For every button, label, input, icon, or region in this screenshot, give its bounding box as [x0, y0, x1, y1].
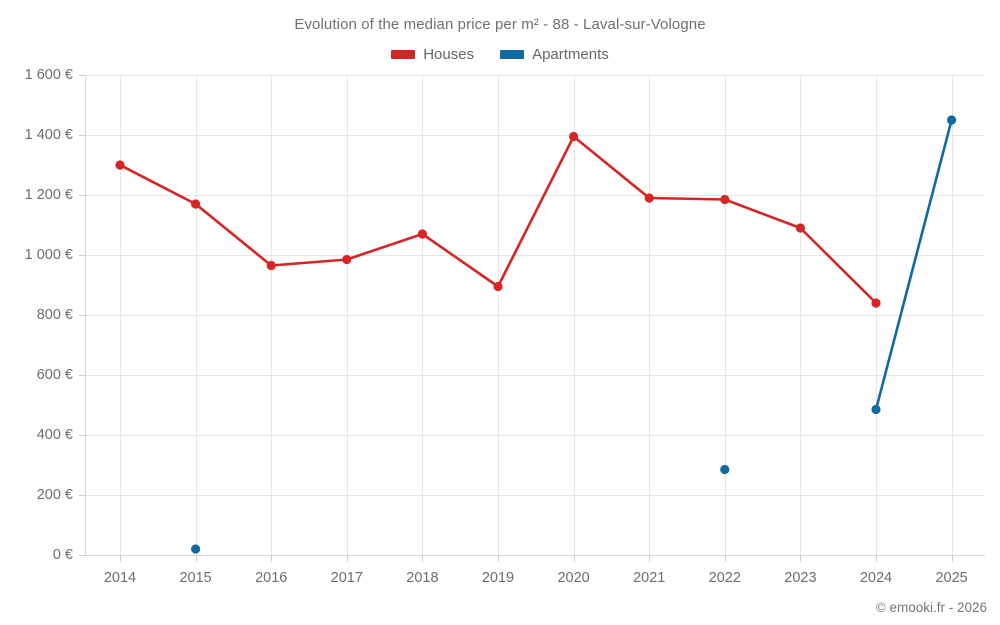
data-point-marker[interactable]	[493, 281, 503, 292]
data-point-marker[interactable]	[417, 229, 427, 239]
legend-item-houses[interactable]: Houses	[391, 46, 474, 63]
x-axis-tick-label: 2019	[482, 570, 514, 586]
data-point-marker[interactable]	[947, 115, 957, 125]
legend-swatch-houses	[391, 50, 416, 59]
series-apartments	[191, 115, 957, 554]
data-point-marker[interactable]	[342, 254, 352, 265]
data-point-marker[interactable]	[795, 223, 806, 233]
y-axis-tick-label: 0 €	[53, 547, 73, 563]
series-line	[874, 118, 953, 411]
data-point-marker[interactable]	[720, 194, 730, 205]
x-axis-tick-label: 2020	[557, 570, 589, 586]
y-axis-tick-labels: 0 € 200 € 400 € 600 € 800 € 1 000 € 1 200 € 1 4…	[25, 67, 73, 563]
y-axis-tick-label: 600 €	[37, 367, 73, 383]
x-axis-tick-labels: 2014 2015 2016 2017 2018 2019 2020 2021 2022 2023…	[104, 570, 968, 586]
series-houses	[115, 131, 881, 308]
x-axis-tick-label: 2021	[633, 570, 665, 586]
y-axis-tick-label: 800 €	[37, 307, 73, 323]
data-point-marker[interactable]	[871, 298, 881, 308]
x-axis-tick-label: 2015	[179, 570, 211, 586]
x-axis-tick-label: 2017	[331, 570, 363, 586]
data-point-marker[interactable]	[871, 404, 881, 415]
data-series	[115, 115, 957, 554]
x-axis-tick-label: 2014	[104, 570, 136, 586]
legend-label-houses: Houses	[423, 46, 475, 63]
chart-title: Evolution of the median price per m² - 8…	[294, 16, 706, 33]
x-axis-tick-label: 2016	[255, 570, 287, 586]
axes	[79, 75, 985, 562]
data-point-marker[interactable]	[191, 544, 201, 554]
legend-item-apartments[interactable]: Apartments	[500, 46, 609, 63]
y-axis-tick-label: 200 €	[37, 487, 73, 503]
data-point-marker[interactable]	[191, 199, 201, 209]
y-axis-tick-label: 400 €	[37, 427, 73, 443]
x-axis-tick-label: 2023	[784, 570, 816, 586]
x-axis-tick-label: 2022	[709, 570, 741, 586]
x-axis-tick-label: 2018	[406, 570, 438, 586]
data-point-marker[interactable]	[720, 464, 730, 475]
data-point-marker[interactable]	[266, 260, 276, 271]
y-axis-tick-label: 1 400 €	[25, 127, 73, 143]
x-axis-tick-label: 2024	[860, 570, 892, 586]
y-axis-tick-label: 1 600 €	[25, 67, 73, 83]
copyright-credit: © emooki.fr - 2026	[875, 600, 987, 615]
data-point-marker[interactable]	[569, 131, 579, 142]
y-axis-tick-label: 1 000 €	[25, 247, 73, 263]
data-point-marker[interactable]	[644, 193, 654, 203]
legend-swatch-apartments	[500, 50, 525, 59]
legend-label-apartments: Apartments	[532, 46, 609, 63]
gridlines	[85, 75, 985, 556]
data-point-marker[interactable]	[115, 160, 125, 170]
y-axis-tick-label: 1 200 €	[25, 187, 73, 203]
chart-legend: Houses Apartments	[0, 46, 1000, 63]
x-axis-tick-label: 2025	[935, 570, 967, 586]
